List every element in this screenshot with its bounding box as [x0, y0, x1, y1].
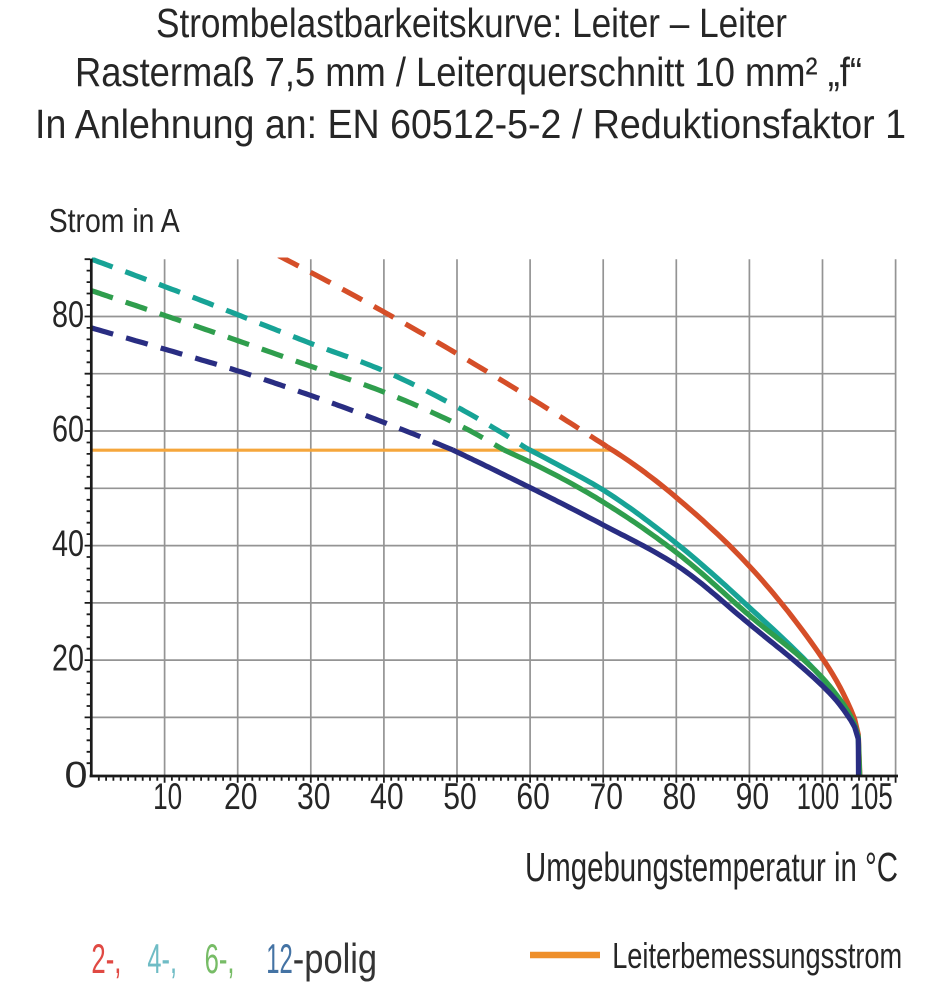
svg-text:50: 50	[443, 776, 477, 817]
svg-text:60: 60	[52, 409, 84, 450]
svg-text:20: 20	[224, 776, 258, 817]
svg-text:80: 80	[663, 776, 697, 817]
svg-text:2-,: 2-,	[91, 935, 121, 982]
svg-text:40: 40	[370, 776, 404, 817]
svg-text:-polig: -polig	[293, 935, 377, 982]
svg-text:105: 105	[850, 776, 893, 817]
svg-text:Strombelastbarkeitskurve: Leit: Strombelastbarkeitskurve: Leiter – Leite…	[156, 0, 787, 46]
svg-text:30: 30	[297, 776, 331, 817]
svg-text:80: 80	[52, 294, 84, 335]
svg-text:In Anlehnung an: EN 60512-5-2: In Anlehnung an: EN 60512-5-2 / Reduktio…	[35, 101, 906, 147]
svg-text:20: 20	[52, 638, 84, 679]
svg-text:90: 90	[736, 776, 770, 817]
svg-text:4-,: 4-,	[147, 935, 177, 982]
svg-text:Umgebungstemperatur in °C: Umgebungstemperatur in °C	[525, 844, 898, 890]
svg-text:100: 100	[797, 776, 840, 817]
svg-text:Rastermaß 7,5 mm / Leiterquers: Rastermaß 7,5 mm / Leiterquerschnitt 10 …	[75, 49, 862, 95]
svg-text:12: 12	[266, 935, 293, 982]
svg-text:Leiterbemessungsstrom: Leiterbemessungsstrom	[612, 935, 902, 976]
svg-text:40: 40	[52, 523, 84, 564]
svg-text:6-,: 6-,	[205, 935, 235, 982]
svg-text:70: 70	[589, 776, 623, 817]
svg-text:10: 10	[153, 776, 182, 817]
svg-text:0: 0	[65, 755, 88, 796]
svg-text:60: 60	[516, 776, 550, 817]
svg-text:Strom in A: Strom in A	[49, 202, 180, 239]
